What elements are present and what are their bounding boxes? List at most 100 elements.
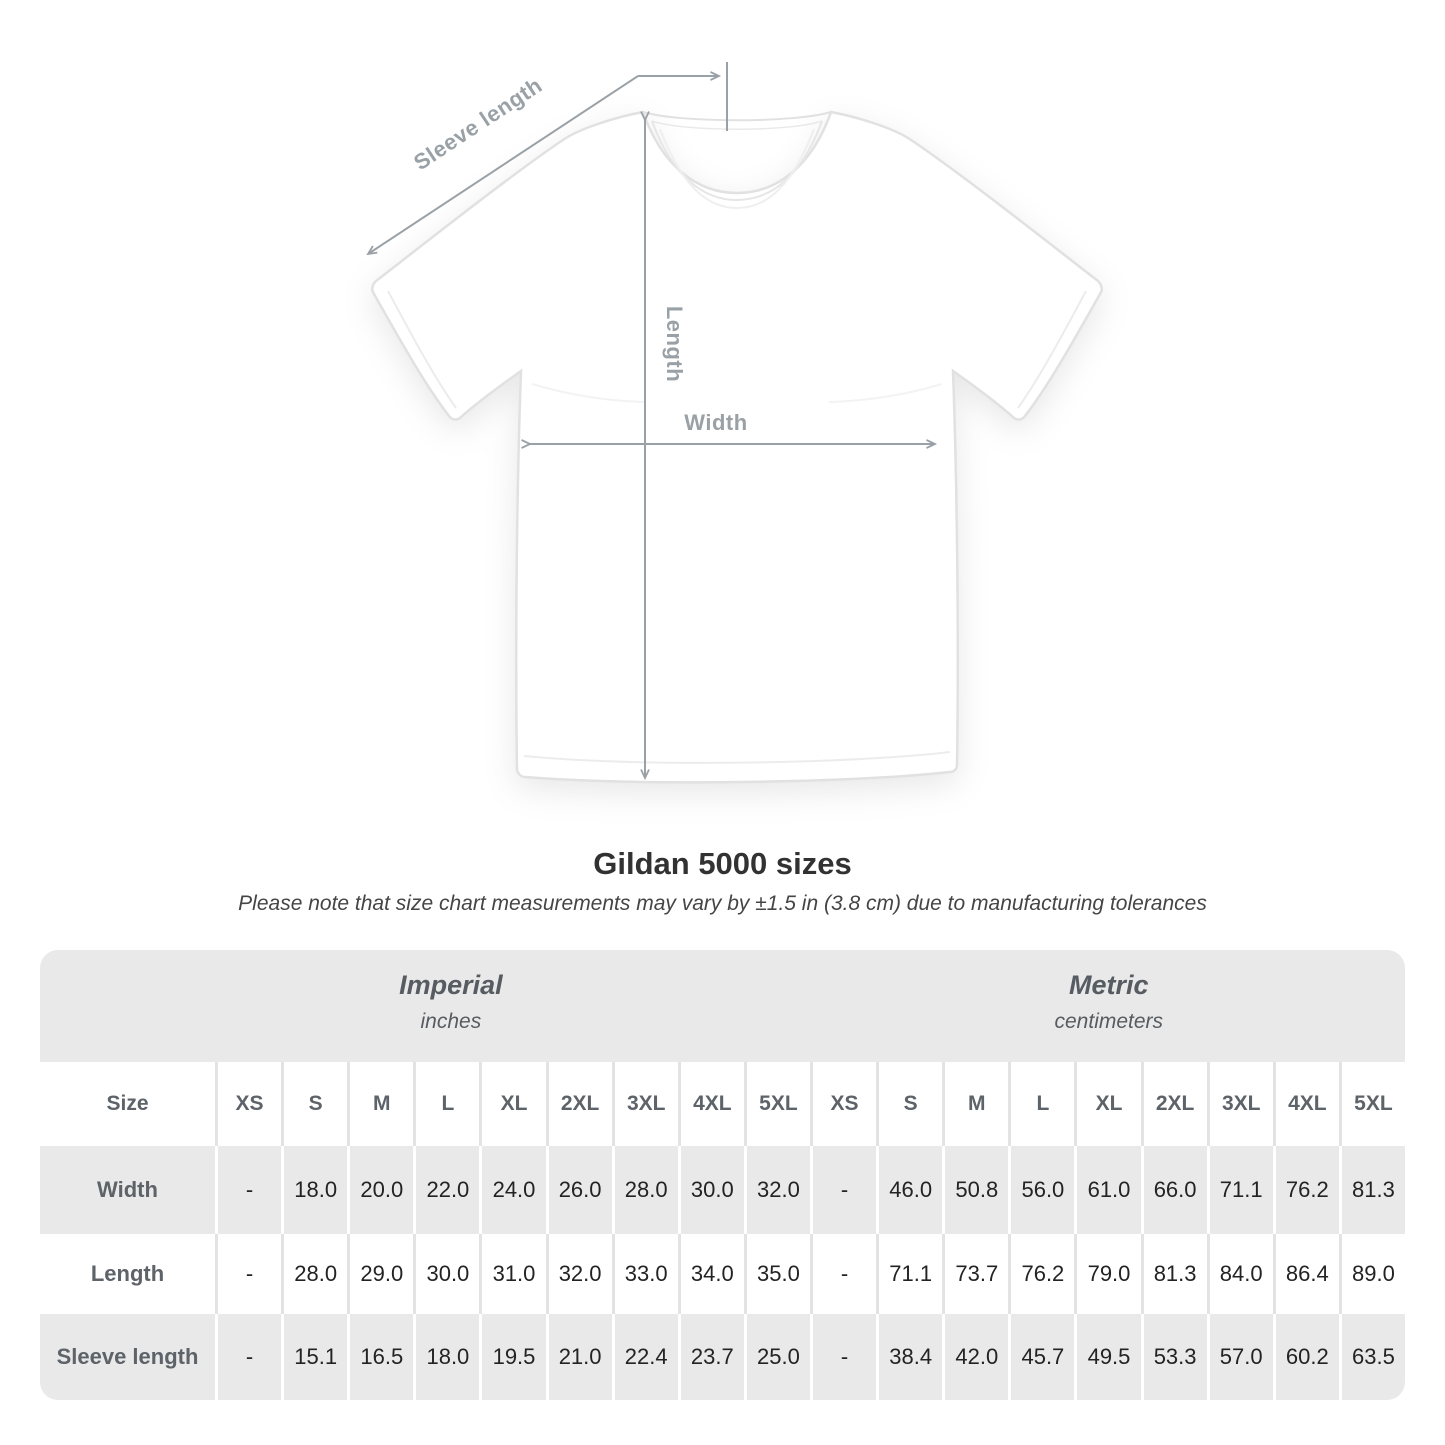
value-cell: 73.7	[942, 1234, 1008, 1314]
collar-seam	[659, 128, 815, 210]
imperial-section-header: Imperial inches	[399, 970, 503, 1034]
size-header-cell: M	[347, 1062, 413, 1146]
value-cell: 28.0	[281, 1234, 347, 1314]
value-cell: 30.0	[413, 1234, 479, 1314]
value-cell: 23.7	[677, 1314, 744, 1400]
value-cell: 31.0	[479, 1234, 545, 1314]
row-label: Width	[97, 1177, 158, 1202]
fabric-fold	[531, 383, 646, 403]
value-cell: 89.0	[1338, 1234, 1405, 1314]
value-cell: 24.0	[479, 1146, 545, 1234]
size-header-cell: M	[942, 1062, 1008, 1146]
value-cell: 28.0	[611, 1146, 678, 1234]
fabric-fold	[828, 383, 943, 403]
measurement-row: Length -28.0 29.0 30.0 31.0 32.0 33.0 34.0 35.0-…	[40, 1234, 1405, 1314]
value-cell: 32.0	[545, 1234, 612, 1314]
size-header-cell: 2XL	[1140, 1062, 1207, 1146]
value-cell: 18.0	[281, 1146, 347, 1234]
width-diagram-label: Width	[684, 410, 747, 435]
page-title: Gildan 5000 sizes	[593, 846, 852, 881]
value-cell: 53.3	[1140, 1314, 1207, 1400]
value-cell: 29.0	[347, 1234, 413, 1314]
collar-inner-edge	[651, 120, 823, 202]
size-header-cell: XS	[810, 1062, 876, 1146]
bottom-hem-seam	[523, 751, 951, 764]
value-cell: 71.1	[876, 1234, 942, 1314]
size-header-cell: 4XL	[1272, 1062, 1339, 1146]
value-cell: 56.0	[1008, 1146, 1074, 1234]
size-header-cell: 3XL	[1206, 1062, 1273, 1146]
size-header-cell: XS	[215, 1062, 281, 1146]
left-cuff-seam	[387, 290, 457, 409]
value-cell: 25.0	[743, 1314, 810, 1400]
size-header-cell: L	[1008, 1062, 1074, 1146]
value-cell: -	[215, 1314, 281, 1400]
value-cell: 57.0	[1206, 1314, 1273, 1400]
tshirt-measurement-diagram: Sleeve length Length Width	[366, 62, 1103, 784]
value-cell: 26.0	[545, 1146, 612, 1234]
value-cell: -	[810, 1314, 876, 1400]
value-cell: 71.1	[1206, 1146, 1273, 1234]
size-header-cell: XL	[1074, 1062, 1140, 1146]
right-cuff-seam	[1017, 290, 1087, 409]
value-cell: 79.0	[1074, 1234, 1140, 1314]
size-table-rows: Size XS S M L XL 2XL 3XL 4XL 5XL XS S M L XL 2XL 3XL 4XL 5…	[40, 1062, 1405, 1400]
value-cell: -	[215, 1234, 281, 1314]
value-cell: -	[215, 1146, 281, 1234]
value-cell: 33.0	[611, 1234, 678, 1314]
value-cell: 60.2	[1272, 1314, 1339, 1400]
value-cell: 38.4	[876, 1314, 942, 1400]
value-cell: 16.5	[347, 1314, 413, 1400]
size-header-cell: S	[876, 1062, 942, 1146]
value-cell: 76.2	[1008, 1234, 1074, 1314]
tshirt-silhouette	[371, 110, 1103, 784]
value-cell: -	[810, 1146, 876, 1234]
value-cell: 21.0	[545, 1314, 612, 1400]
value-cell: -	[810, 1234, 876, 1314]
sleeve-length-arrow-diagonal	[366, 75, 639, 256]
value-cell: 81.3	[1140, 1234, 1207, 1314]
sleeve-length-diagram-label: Sleeve length	[409, 72, 547, 175]
size-column-header: Size	[106, 1092, 149, 1115]
measurement-row: Sleeve length -15.1 16.5 18.0 19.5 21.0 22.4 23…	[40, 1314, 1405, 1400]
metric-section-header: Metric centimeters	[1055, 970, 1164, 1034]
length-diagram-label: Length	[662, 306, 687, 382]
size-header-cell: XL	[479, 1062, 545, 1146]
value-cell: 84.0	[1206, 1234, 1273, 1314]
value-cell: 46.0	[876, 1146, 942, 1234]
row-label: Sleeve length	[56, 1344, 199, 1369]
size-header-cell: S	[281, 1062, 347, 1146]
size-header-cell: 5XL	[1338, 1062, 1405, 1146]
value-cell: 49.5	[1074, 1314, 1140, 1400]
size-header-cell: 2XL	[545, 1062, 612, 1146]
size-header-row: Size XS S M L XL 2XL 3XL 4XL 5XL XS S M L XL 2XL 3XL 4XL 5…	[40, 1062, 1405, 1146]
value-cell: 86.4	[1272, 1234, 1339, 1314]
collar-back-neck	[642, 111, 832, 122]
units-band: Imperial inches Metric centimeters	[40, 950, 1405, 1062]
value-cell: 19.5	[479, 1314, 545, 1400]
value-cell: 18.0	[413, 1314, 479, 1400]
collar-inner-back	[651, 120, 823, 130]
tolerance-note: Please note that size chart measurements…	[238, 892, 1207, 915]
value-cell: 32.0	[743, 1146, 810, 1234]
value-cell: 20.0	[347, 1146, 413, 1234]
metric-sublabel: centimeters	[1054, 1010, 1164, 1033]
value-cell: 63.5	[1338, 1314, 1405, 1400]
tshirt-graphic	[371, 110, 1103, 784]
value-cell: 34.0	[677, 1234, 744, 1314]
row-label: Length	[90, 1261, 165, 1286]
value-cell: 30.0	[677, 1146, 744, 1234]
value-cell: 22.0	[413, 1146, 479, 1234]
size-header-cell: 5XL	[743, 1062, 810, 1146]
size-header-cell: 3XL	[611, 1062, 678, 1146]
measurement-row: Width -18.0 20.0 22.0 24.0 26.0 28.0 30.0 32.0-4…	[40, 1146, 1405, 1234]
value-cell: 81.3	[1338, 1146, 1405, 1234]
value-cell: 50.8	[942, 1146, 1008, 1234]
size-table: Imperial inches Metric centimeters Size X…	[40, 950, 1405, 1400]
value-cell: 22.4	[611, 1314, 678, 1400]
value-cell: 45.7	[1008, 1314, 1074, 1400]
value-cell: 61.0	[1074, 1146, 1140, 1234]
size-header-cell: L	[413, 1062, 479, 1146]
measurement-annotations	[366, 62, 938, 781]
